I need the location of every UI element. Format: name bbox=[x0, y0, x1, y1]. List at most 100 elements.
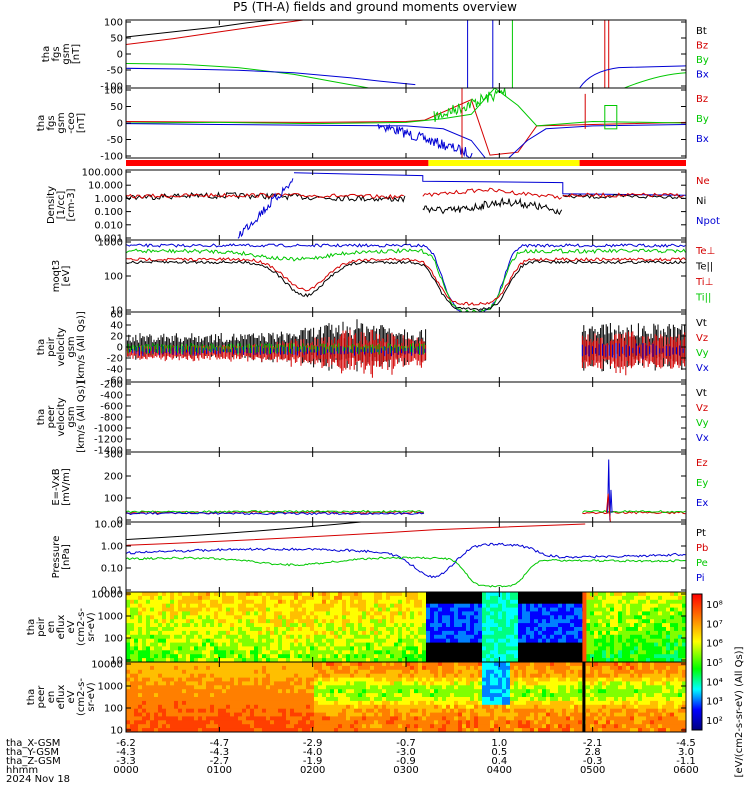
spectro-cell bbox=[138, 728, 143, 732]
spectro-cell bbox=[494, 669, 499, 675]
spectro-cell bbox=[154, 650, 159, 655]
spectro-cell bbox=[386, 708, 391, 714]
spectro-cell bbox=[406, 720, 411, 725]
spectro-cell bbox=[262, 673, 267, 679]
spectro-cell bbox=[198, 673, 203, 679]
spectro-cell bbox=[666, 592, 671, 597]
spectro-cell bbox=[574, 704, 579, 710]
spectro-cell bbox=[166, 595, 171, 601]
spectro-cell bbox=[462, 697, 467, 702]
spectro-cell bbox=[502, 642, 507, 648]
spectro-cell bbox=[510, 634, 515, 640]
spectro-cell bbox=[546, 619, 551, 624]
spectro-cell bbox=[378, 704, 383, 710]
spectro-cell bbox=[378, 673, 383, 679]
spectro-cell bbox=[378, 611, 383, 616]
spectro-cell bbox=[150, 607, 155, 613]
spectro-cell bbox=[590, 599, 595, 605]
spectro-cell bbox=[386, 720, 391, 725]
spectro-cell bbox=[242, 720, 247, 725]
spectro-cell bbox=[262, 708, 267, 714]
spectro-cell bbox=[574, 669, 579, 675]
spectro-cell bbox=[154, 728, 159, 732]
spectro-cell bbox=[314, 615, 319, 620]
spectro-cell bbox=[314, 634, 319, 640]
spectro-cell bbox=[438, 716, 443, 721]
spectro-cell bbox=[302, 689, 307, 694]
spectro-cell bbox=[498, 658, 503, 662]
spectro-cell bbox=[318, 599, 323, 605]
spectro-cell bbox=[150, 646, 155, 651]
spectro-cell bbox=[390, 708, 395, 714]
spectro-cell bbox=[482, 669, 487, 675]
spectro-cell bbox=[554, 700, 559, 706]
spectro-cell bbox=[446, 615, 451, 620]
spectro-cell bbox=[170, 603, 175, 609]
spectro-cell bbox=[426, 716, 431, 721]
spectro-cell bbox=[230, 704, 235, 710]
spectro-cell bbox=[338, 685, 343, 690]
spectro-cell bbox=[450, 615, 455, 620]
spectro-cell bbox=[238, 611, 243, 616]
spectro-cell bbox=[242, 673, 247, 679]
spectro-cell bbox=[434, 611, 439, 616]
spectro-cell bbox=[262, 638, 267, 644]
spectro-cell bbox=[522, 669, 527, 675]
spectro-cell bbox=[318, 728, 323, 732]
spectro-cell bbox=[566, 677, 571, 683]
spectro-cell bbox=[294, 673, 299, 679]
spectro-cell bbox=[174, 646, 179, 651]
spectro-cell bbox=[530, 658, 535, 662]
spectro-cell bbox=[470, 669, 475, 675]
spectro-cell bbox=[414, 669, 419, 675]
spectro-cell bbox=[214, 673, 219, 679]
spectro-cell bbox=[646, 650, 651, 655]
spectro-cell bbox=[218, 638, 223, 644]
ytick-label: -800 bbox=[100, 413, 123, 424]
spectro-cell bbox=[286, 638, 291, 644]
ytick-label: -20 bbox=[107, 354, 123, 365]
spectro-cell bbox=[466, 720, 471, 725]
spectro-cell bbox=[338, 677, 343, 683]
spectro-cell bbox=[298, 650, 303, 655]
spectro-cell bbox=[510, 658, 515, 662]
spectro-cell bbox=[510, 662, 515, 667]
spectro-cell bbox=[278, 712, 283, 718]
spectro-cell bbox=[450, 630, 455, 636]
spectro-cell bbox=[190, 728, 195, 732]
spectro-cell bbox=[194, 603, 199, 609]
spectro-cell bbox=[474, 724, 479, 729]
spectro-cell bbox=[242, 716, 247, 721]
spectro-cell bbox=[334, 669, 339, 675]
spectro-cell bbox=[130, 634, 135, 640]
spectro-cell bbox=[158, 658, 163, 662]
spectro-cell bbox=[138, 607, 143, 613]
spectro-cell bbox=[394, 728, 399, 732]
ytick-label: 50 bbox=[110, 34, 123, 45]
spectro-cell bbox=[178, 693, 183, 698]
by-box bbox=[604, 105, 618, 130]
spectro-cell bbox=[274, 627, 279, 632]
spectro-cell bbox=[230, 708, 235, 714]
spectro-cell bbox=[234, 603, 239, 609]
spectro-cell bbox=[382, 673, 387, 679]
spectro-cell bbox=[474, 681, 479, 686]
spectro-cell bbox=[382, 630, 387, 636]
spectro-cell bbox=[386, 630, 391, 636]
spectro-cell bbox=[414, 685, 419, 690]
spectro-cell bbox=[562, 689, 567, 694]
spectro-cell bbox=[554, 615, 559, 620]
spectro-cell bbox=[622, 619, 627, 624]
spectro-cell bbox=[322, 642, 327, 648]
spectro-cell bbox=[222, 634, 227, 640]
spectro-cell bbox=[198, 681, 203, 686]
spectro-cell bbox=[450, 592, 455, 597]
spectro-cell bbox=[266, 681, 271, 686]
spectro-cell bbox=[206, 724, 211, 729]
spectro-cell bbox=[434, 607, 439, 613]
spectro-cell bbox=[218, 627, 223, 632]
spectro-cell bbox=[422, 623, 427, 628]
spectro-cell bbox=[514, 658, 519, 662]
spectro-cell bbox=[218, 658, 223, 662]
spectro-cell bbox=[226, 724, 231, 729]
